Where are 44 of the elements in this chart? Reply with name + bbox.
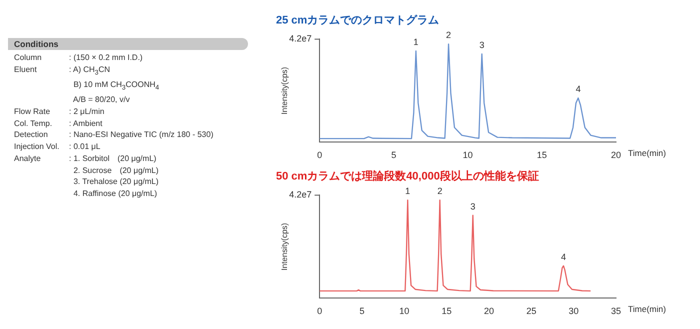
- annotation: 2: [446, 30, 452, 40]
- annotation: 1: [413, 36, 418, 47]
- y-axis-title: Intensity(cps): [280, 66, 290, 114]
- x-tick-label: 5: [391, 150, 396, 160]
- text: Col. Temp.: [14, 118, 54, 130]
- x-tick-label: 15: [442, 306, 452, 316]
- text: Column: [14, 52, 43, 64]
- annotation: 3: [470, 201, 476, 212]
- annotation: 4: [560, 252, 566, 262]
- x-tick-label: 30: [568, 306, 579, 316]
- text: Injection Vol.: [14, 141, 60, 153]
- text: Eluent: [14, 64, 38, 76]
- annotation: 2: [437, 186, 442, 196]
- annotation: 3: [479, 40, 484, 50]
- x-tick-label: 0: [317, 306, 322, 316]
- text: : Ambient: [69, 118, 104, 130]
- y-axis-title: Intensity(cps): [280, 222, 290, 270]
- chart-title: 50 cmカラムでは理論段数40,000段以上の性能を保証: [276, 170, 539, 183]
- text: : 1. Sorbitol (20 μg/mL) 2. Sucrose (20 μg/mL) 3. Trehalose (20 μg/mL) 4. Raffinose (20 μg/mL): [69, 152, 160, 200]
- annotation: 4: [576, 84, 581, 94]
- x-tick-label: 20: [610, 150, 622, 160]
- text: Detection: [14, 129, 49, 142]
- x-tick-label: 10: [399, 306, 410, 316]
- annotation: 1: [405, 186, 410, 196]
- text: : 0.01 μL: [69, 141, 102, 153]
- x-tick-label: 0: [317, 150, 322, 160]
- x-tick-label: 35: [610, 306, 622, 316]
- text: : Nano-ESI Negative TIC (m/z 180 - 530): [69, 129, 214, 142]
- text: : (150 × 0.2 mm I.D.): [69, 52, 144, 64]
- text: : 2 μL/min: [69, 106, 106, 118]
- text: 4.2e7: [289, 190, 312, 200]
- text: Flow Rate: [14, 106, 52, 118]
- text: 4.2e7: [289, 34, 312, 44]
- x-tick-label: 15: [536, 150, 547, 160]
- x-axis-title: Time(min): [628, 148, 666, 158]
- text: Analyte: [14, 152, 42, 165]
- x-tick-label: 25: [526, 306, 536, 316]
- x-tick-label: 20: [484, 306, 494, 316]
- chart-title: 25 cmカラムでのクロマトグラム: [276, 14, 440, 27]
- x-axis-title: Time(min): [628, 304, 666, 314]
- text: Conditions: [8, 38, 248, 50]
- x-tick-label: 10: [462, 150, 473, 160]
- text: : A) CH$_{3}$CN B) 10 mM CH$_{3}$COONH$_{4}$ A/B = 80/20, v/v: [69, 64, 160, 104]
- x-tick-label: 5: [359, 306, 364, 316]
